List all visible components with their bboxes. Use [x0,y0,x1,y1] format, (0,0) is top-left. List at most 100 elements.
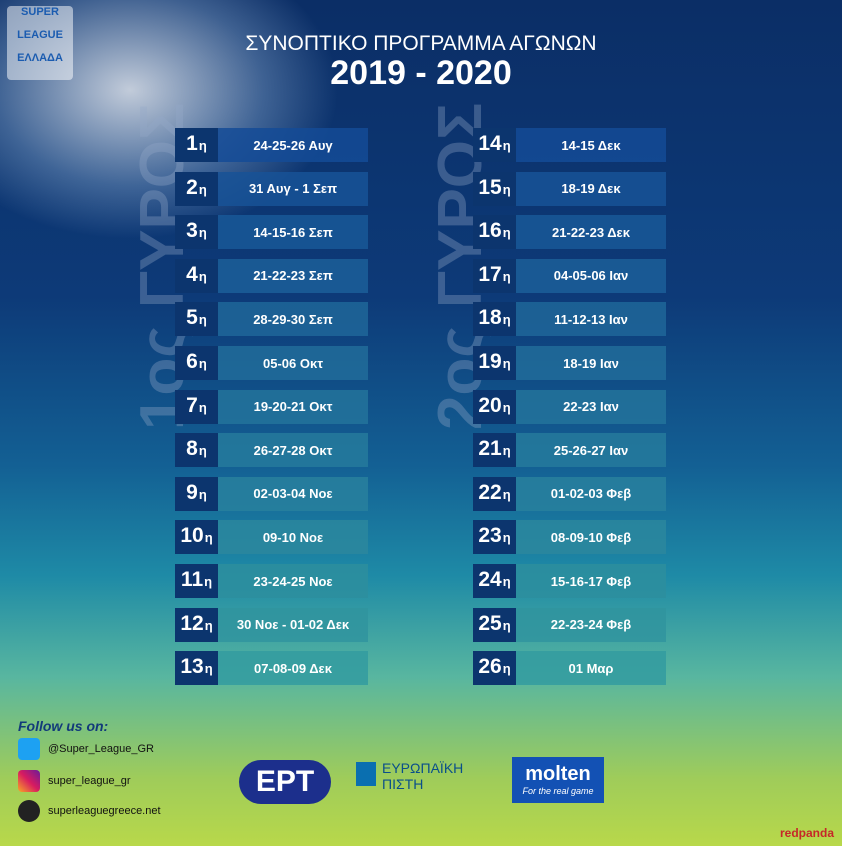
matchday-dates: 01 Μαρ [516,651,666,686]
number: 7 [186,393,198,417]
matchday-dates: 11-12-13 Ιαν [516,302,666,337]
number: 21 [478,437,502,461]
matchday-dates: 21-22-23 Σεπ [218,258,368,293]
matchday-number: 26 η [473,651,516,686]
suffix: η [198,138,207,153]
matchday-row: 9 η 02-03-04 Νοε [175,476,368,511]
number: 10 [180,524,204,548]
matchday-dates: 21-22-23 Δεκ [516,215,666,250]
matchday-row: 23 η 08-09-10 Φεβ [473,520,666,555]
social-heading: Follow us on: [18,718,109,734]
matchday-dates: 18-19 Ιαν [516,346,666,380]
matchday-row: 20 η 22-23 Ιαν [473,389,666,424]
matchday-dates: 04-05-06 Ιαν [516,258,666,293]
matchday-row: 3 η 14-15-16 Σεπ [175,215,368,250]
agency-logo: redpanda [780,826,835,840]
suffix: η [502,486,511,502]
matchday-row: 6 η 05-06 Οκτ [175,346,368,380]
number: 8 [186,437,198,461]
number: 22 [478,480,502,504]
matchday-number: 19 η [473,346,516,380]
matchday-dates: 24-25-26 Αυγ [218,128,368,162]
matchday-row: 24 η 15-16-17 Φεβ [473,564,666,598]
instagram-icon [18,770,40,792]
number: 24 [478,568,502,591]
matchday-dates: 14-15 Δεκ [516,128,666,162]
matchday-dates: 01-02-03 Φεβ [516,476,666,511]
logo-text: LEAGUE [17,29,63,41]
logo-text: SUPER [21,6,59,18]
league-logo: SUPER LEAGUE ΕΛΛΑΔΑ [7,6,73,80]
matchday-row: 22 η 01-02-03 Φεβ [473,476,666,511]
suffix: η [502,399,511,415]
logo-text: ΕΛΛΑΔΑ [17,52,63,64]
suffix: η [198,312,207,328]
suffix: η [204,574,213,589]
matchday-dates: 08-09-10 Φεβ [516,520,666,555]
suffix: η [502,530,511,546]
number: 6 [186,350,198,373]
suffix: η [198,356,207,371]
number: 15 [478,175,502,199]
suffix: η [502,617,511,633]
matchday-row: 16 η 21-22-23 Δεκ [473,215,666,250]
social-item: @Super_League_GR [18,738,154,760]
suffix: η [502,268,511,284]
number: 14 [478,132,502,155]
suffix: η [204,617,213,633]
matchday-row: 19 η 18-19 Ιαν [473,346,666,380]
matchday-number: 25 η [473,607,516,642]
suffix: η [502,225,511,241]
number: 26 [478,655,502,679]
number: 1 [186,132,198,155]
suffix: η [502,312,511,328]
twitter-icon [18,738,40,760]
matchday-dates: 28-29-30 Σεπ [218,302,368,337]
number: 17 [478,262,502,286]
matchday-number: 10 η [175,520,218,555]
matchday-row: 26 η 01 Μαρ [473,651,666,686]
matchday-row: 21 η 25-26-27 Ιαν [473,433,666,468]
matchday-number: 23 η [473,520,516,555]
matchday-row: 25 η 22-23-24 Φεβ [473,607,666,642]
matchday-dates: 02-03-04 Νοε [218,476,368,511]
social-item: superleaguegreece.net [18,800,161,822]
number: 5 [186,306,198,330]
matchday-number: 16 η [473,215,516,250]
matchday-row: 12 η 30 Νοε - 01-02 Δεκ [175,607,368,642]
suffix: η [198,399,207,415]
molten-tagline: For the real game [522,786,594,796]
matchday-row: 15 η 18-19 Δεκ [473,171,666,206]
matchday-dates: 19-20-21 Οκτ [218,389,368,424]
matchday-number: 18 η [473,302,516,337]
matchday-row: 8 η 26-27-28 Οκτ [175,433,368,468]
matchday-number: 15 η [473,171,516,206]
matchday-row: 18 η 11-12-13 Ιαν [473,302,666,337]
matchday-dates: 18-19 Δεκ [516,171,666,206]
season: 2019 - 2020 [330,54,512,92]
number: 12 [180,611,204,635]
matchday-row: 2 η 31 Αυγ - 1 Σεπ [175,171,368,206]
number: 25 [478,611,502,635]
pisti-text: ΠΙΣΤΗ [382,776,424,792]
matchday-number: 24 η [473,564,516,598]
number: 2 [186,175,198,199]
suffix: η [198,486,207,502]
suffix: η [502,356,511,371]
matchday-dates: 23-24-25 Νοε [218,564,368,598]
pisti-text: ΕΥΡΩΠΑΪΚΗ [382,760,464,776]
matchday-row: 14 η 14-15 Δεκ [473,128,666,162]
molten-text: molten [525,763,591,785]
suffix: η [502,181,511,197]
matchday-number: 21 η [473,433,516,468]
number: 3 [186,219,198,243]
matchday-row: 7 η 19-20-21 Οκτ [175,389,368,424]
matchday-dates: 22-23-24 Φεβ [516,607,666,642]
suffix: η [198,268,207,284]
